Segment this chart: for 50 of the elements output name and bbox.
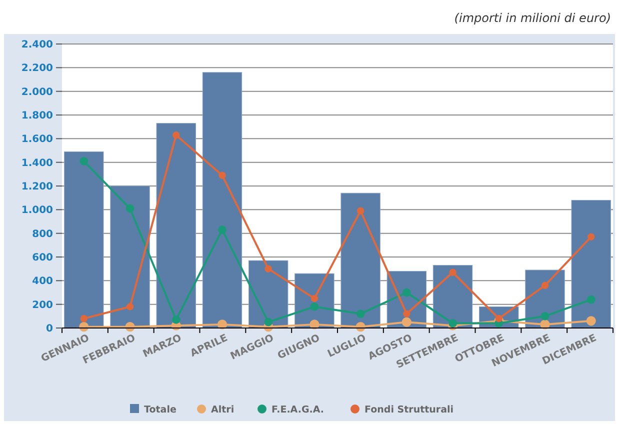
point [310, 302, 319, 311]
point [172, 316, 180, 324]
point [541, 282, 549, 289]
text: (importi in milioni di euro) [454, 11, 611, 25]
point [356, 207, 364, 214]
y-tick-label: 1.000 [21, 205, 54, 216]
y-tick-label: 2.400 [21, 40, 54, 50]
bar [64, 151, 104, 328]
point [540, 312, 550, 320]
y-tick-label: 2.000 [21, 86, 54, 98]
point [264, 265, 272, 272]
y-tick-label: 0 [46, 324, 54, 334]
point [218, 226, 226, 234]
y-tick-label: 1.400 [21, 158, 54, 169]
point [448, 319, 457, 328]
y-tick-label: 600 [32, 252, 54, 264]
y-tick-label: 1.200 [21, 182, 54, 192]
point [495, 314, 502, 322]
point [217, 320, 228, 330]
y-tick-label: 800 [32, 228, 54, 240]
point [588, 233, 595, 240]
bar [202, 72, 242, 328]
y-tick-label: 400 [32, 276, 54, 288]
bar [571, 200, 611, 328]
y-tick-label: 2.200 [21, 63, 54, 74]
legend-label: Totale [144, 404, 176, 416]
legend-label: F.E.A.G.A. [272, 404, 324, 416]
point [218, 172, 226, 179]
point [126, 303, 134, 310]
y-tick-label: 1.800 [21, 110, 54, 122]
bar [110, 186, 150, 328]
point [126, 204, 134, 213]
point [402, 288, 411, 297]
legend-label: Fondi Strutturali [364, 404, 454, 416]
point [449, 268, 456, 276]
point [403, 310, 410, 318]
bar [156, 123, 196, 328]
point [402, 317, 412, 327]
point [310, 294, 318, 302]
y-tick-label: 1.600 [21, 134, 54, 146]
point [356, 310, 365, 318]
point [172, 132, 180, 139]
point [586, 295, 596, 304]
bar [340, 192, 380, 328]
point [80, 314, 88, 322]
legend-label: Altri [211, 404, 234, 416]
point [80, 156, 88, 166]
point [586, 316, 596, 326]
point [264, 318, 273, 326]
y-tick-label: 200 [32, 300, 54, 311]
